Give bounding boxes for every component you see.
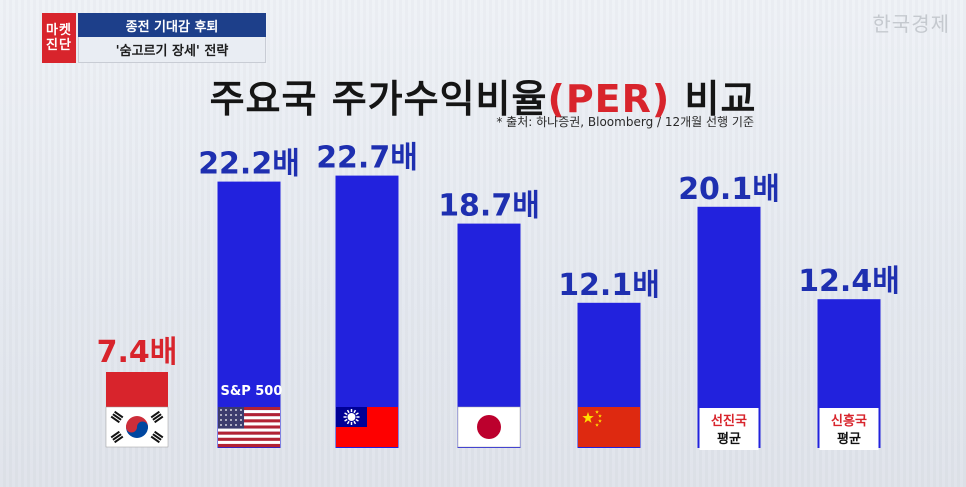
category-label: 신흥국: [831, 413, 867, 429]
value-label: 7.4배: [97, 335, 178, 370]
value-label: 22.7배: [316, 141, 418, 176]
title-main: 주요국 주가수익비율: [209, 77, 548, 121]
category-label: S&P 500: [221, 384, 283, 399]
bar-group: 18.7배: [438, 189, 540, 448]
bar-group: 22.2배 S&P 500: [198, 147, 300, 448]
bar-group: 7.4배: [97, 335, 178, 448]
badge-line1: 마켓: [46, 23, 72, 38]
title-end: 비교: [670, 77, 757, 121]
japan-flag-icon: [457, 406, 521, 448]
headline-bottom: '숨고르기 장세' 전략: [78, 37, 266, 63]
value-label: 22.2배: [198, 147, 300, 182]
value-label: 12.4배: [798, 264, 900, 299]
korea-flag-icon: [105, 406, 169, 448]
title-accent: (PER): [547, 77, 671, 121]
bar: [217, 181, 281, 448]
chart-title: 주요국 주가수익비율(PER) 비교: [0, 68, 966, 123]
value-label: 12.1배: [558, 268, 660, 303]
bar-group: 22.7배: [316, 141, 418, 448]
category-label: 평균: [717, 431, 741, 447]
segment-badge: 마켓 진단: [42, 13, 76, 63]
headline-top: 종전 기대감 후퇴: [78, 13, 266, 37]
category-box: [819, 408, 879, 450]
usa-flag-icon: [218, 407, 280, 448]
category-label: 평균: [837, 431, 861, 447]
china-flag-icon: [578, 407, 640, 447]
badge-line2: 진단: [46, 38, 72, 53]
bar: [106, 372, 168, 408]
bar-group: 12.1배: [558, 268, 660, 448]
bar: [335, 175, 399, 448]
chart-source: * 출처: 하나증권, Bloomberg / 12개월 선행 기준: [496, 115, 754, 129]
value-label: 18.7배: [438, 189, 540, 224]
value-label: 20.1배: [678, 172, 780, 207]
headline-box: 종전 기대감 후퇴 '숨고르기 장세' 전략: [78, 13, 266, 63]
bar: [697, 206, 761, 448]
category-box: [699, 408, 759, 450]
broadcaster-logo: 한국경제: [872, 12, 950, 36]
taiwan-flag-icon: [336, 407, 398, 447]
category-label: 선진국: [711, 413, 747, 429]
